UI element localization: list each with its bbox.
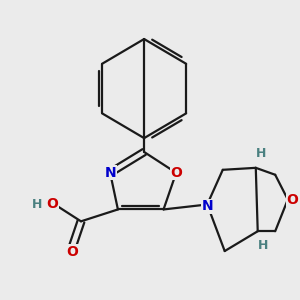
Text: O: O [66, 245, 78, 259]
Text: N: N [201, 200, 213, 214]
Text: N: N [104, 166, 116, 180]
Text: O: O [287, 193, 298, 206]
Text: O: O [46, 197, 58, 212]
Text: O: O [170, 166, 182, 180]
Text: H: H [32, 198, 43, 211]
Text: H: H [257, 238, 268, 252]
Text: H: H [255, 148, 266, 160]
